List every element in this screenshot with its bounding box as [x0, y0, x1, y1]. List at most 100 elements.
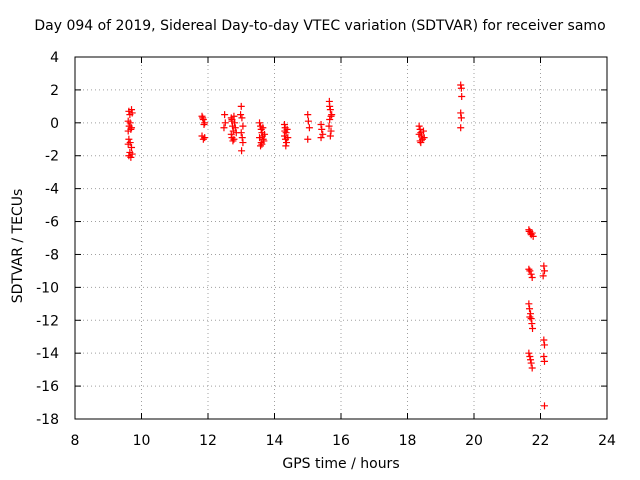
data-point [457, 84, 465, 92]
data-point [420, 134, 428, 142]
y-tick-label: -10 [36, 280, 59, 296]
data-point [540, 357, 548, 365]
data-point [419, 127, 427, 135]
y-axis-label: SDTVAR / TECUs [10, 188, 26, 304]
data-point [238, 134, 246, 142]
data-point [280, 120, 288, 128]
grid-lines [75, 57, 607, 419]
data-point [327, 127, 335, 135]
data-point [124, 140, 132, 148]
data-point [529, 232, 537, 240]
data-point [416, 125, 424, 133]
data-point [228, 116, 236, 124]
data-point [229, 137, 237, 145]
data-point [540, 352, 548, 360]
data-point [527, 310, 535, 318]
y-tick-label: -6 [45, 215, 59, 231]
data-point [284, 134, 292, 142]
data-point [319, 130, 327, 138]
data-point [259, 124, 267, 132]
data-point [326, 102, 334, 110]
x-tick-label: 12 [199, 433, 217, 449]
data-point [528, 364, 536, 372]
data-point [525, 265, 533, 273]
data-points [124, 81, 548, 410]
data-point [125, 135, 133, 143]
data-point [415, 122, 423, 130]
x-tick-label: 24 [598, 433, 616, 449]
data-point [199, 116, 207, 124]
data-point [258, 140, 266, 148]
data-point [540, 262, 548, 270]
data-point [124, 127, 132, 135]
data-point [257, 142, 265, 150]
data-point [525, 349, 533, 357]
data-point [304, 135, 312, 143]
y-tick-label: -18 [36, 412, 59, 428]
data-point [325, 122, 333, 130]
data-point [128, 144, 136, 151]
data-point [257, 125, 265, 133]
data-point [457, 124, 465, 132]
data-point [282, 139, 290, 147]
data-point [237, 102, 245, 110]
data-point [256, 134, 264, 142]
data-point [526, 352, 534, 360]
data-point [528, 320, 536, 328]
data-point [539, 272, 547, 280]
x-tick-label: 8 [71, 433, 80, 449]
x-axis-label: GPS time / hours [282, 456, 400, 472]
data-point [526, 313, 534, 321]
data-point [317, 120, 325, 128]
y-tick-label: -4 [45, 182, 59, 198]
data-point [221, 119, 229, 127]
data-point [237, 111, 245, 119]
data-point [220, 124, 228, 132]
data-point [417, 139, 425, 147]
data-point [528, 229, 536, 237]
data-point [328, 111, 336, 119]
data-point [199, 135, 207, 143]
y-tick-label: -8 [45, 247, 59, 263]
data-point [326, 132, 334, 140]
data-point [540, 267, 548, 275]
data-point [231, 124, 239, 132]
data-point [201, 134, 209, 142]
data-point [305, 124, 313, 132]
x-tick-label: 20 [465, 433, 483, 449]
data-point [327, 112, 335, 120]
data-point [540, 402, 548, 410]
y-tick-label: -12 [36, 313, 59, 329]
data-point [527, 270, 535, 278]
data-point [238, 114, 246, 122]
x-tick-label: 16 [332, 433, 350, 449]
data-point [198, 112, 206, 120]
data-point [528, 273, 536, 281]
data-point [238, 147, 246, 155]
data-point [256, 119, 264, 127]
data-point [282, 142, 290, 150]
data-point [458, 92, 466, 100]
y-tick-label: 4 [50, 50, 59, 66]
data-point [199, 114, 207, 122]
y-tick-label: -14 [36, 346, 59, 362]
data-point [281, 127, 289, 135]
data-point [527, 356, 535, 364]
data-point [527, 315, 535, 323]
data-point [457, 81, 465, 89]
data-point [326, 106, 334, 114]
data-point [200, 120, 208, 128]
data-point [128, 109, 136, 117]
data-point [540, 341, 548, 349]
data-point [304, 117, 312, 125]
data-point [227, 130, 235, 138]
data-point [128, 124, 136, 132]
data-point [239, 122, 247, 130]
data-point [221, 111, 229, 119]
data-point [237, 129, 245, 137]
data-point [128, 150, 136, 158]
data-point [317, 134, 325, 142]
axis-ticks: 8 10 12 14 16 18 20 22 24420-2-4-6-8-10-12-14-16… [36, 50, 616, 449]
data-point [230, 135, 238, 143]
